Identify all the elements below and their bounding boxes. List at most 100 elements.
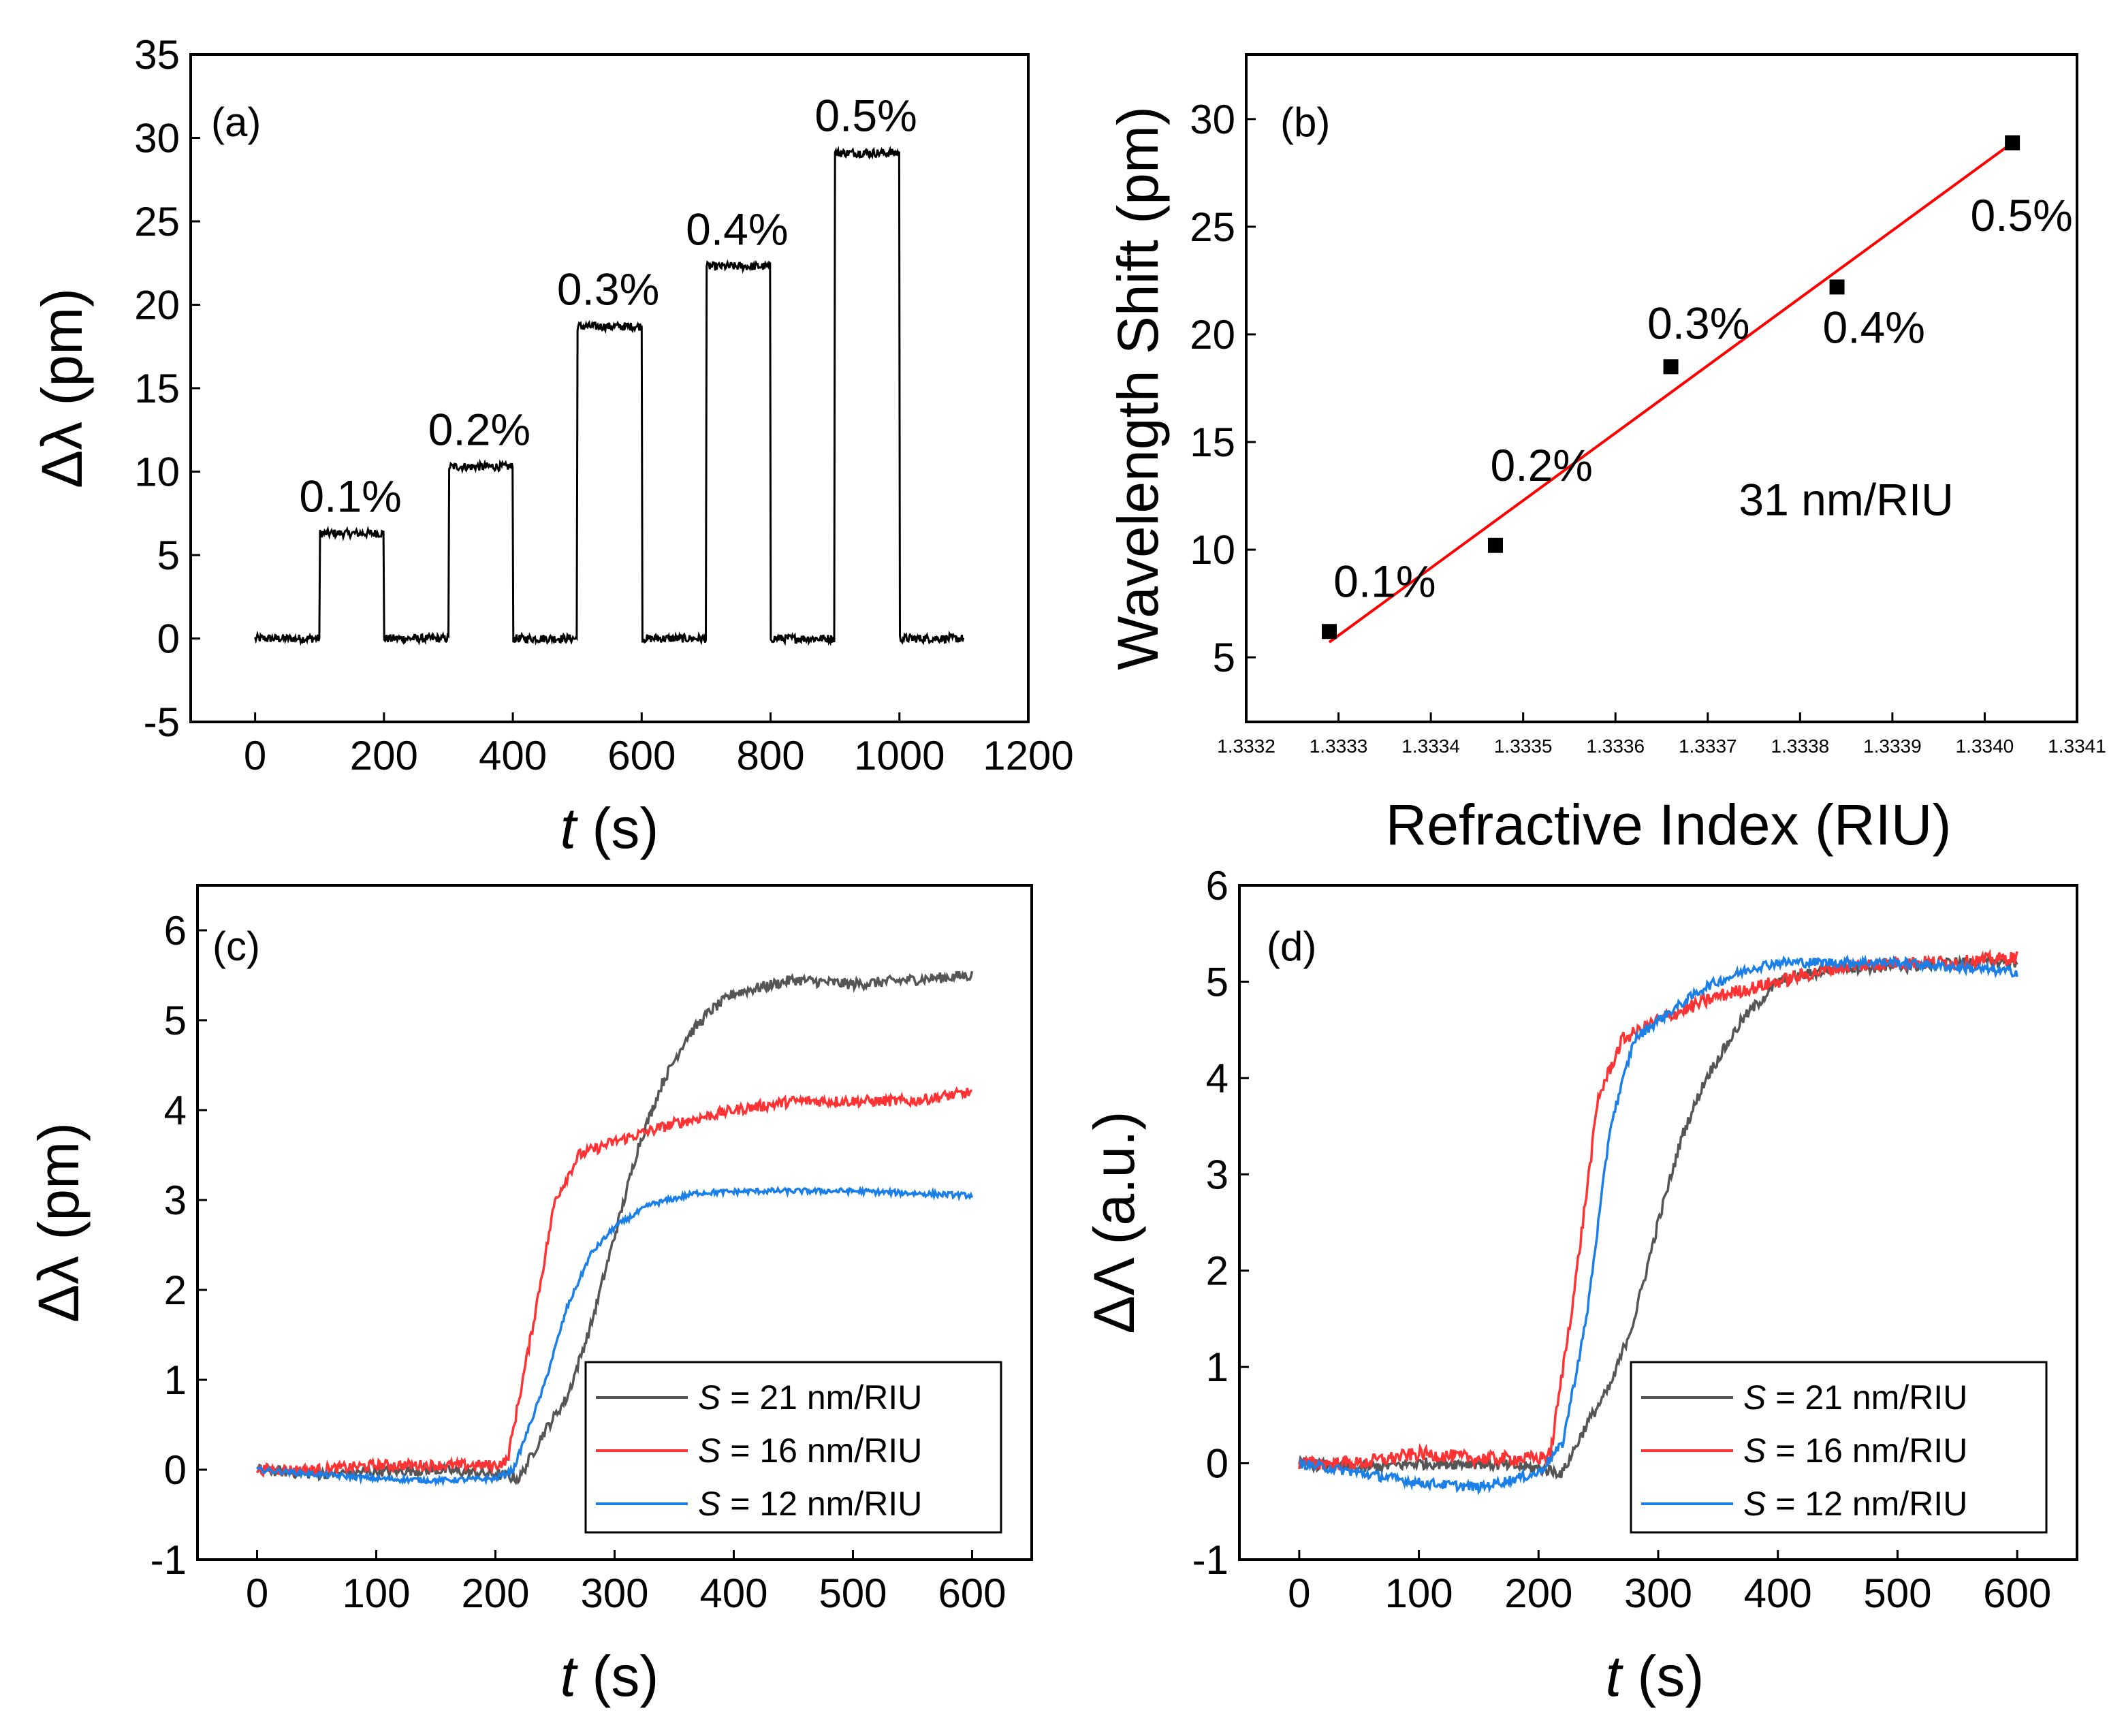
xtick-label: 200	[461, 1571, 529, 1616]
ytick-label: 2	[164, 1267, 187, 1313]
panel-d-label: (d)	[1267, 924, 1316, 969]
data-point	[1322, 624, 1337, 640]
xtick-label: 1200	[983, 733, 1073, 778]
series-line-2	[1299, 953, 2018, 1496]
ytick-label: 20	[134, 283, 180, 328]
panel-d-xlabel: t (s)	[1606, 1644, 1705, 1708]
linear-fit-line	[1328, 141, 2014, 644]
ytick-label: 2	[1206, 1248, 1229, 1294]
ytick-label: 6	[1206, 863, 1229, 909]
ytick-label: 35	[134, 32, 180, 78]
panel-a-xlabel: t (s)	[560, 796, 659, 860]
ytick-label: 0	[164, 1447, 187, 1493]
legend-entry: S = 12 nm/RIU	[698, 1485, 922, 1523]
xtick-label: 0	[246, 1571, 268, 1616]
annotation-label: 0.1%	[299, 471, 401, 521]
xtick-label: 300	[1624, 1571, 1692, 1616]
annotation-label: 0.5%	[1970, 190, 2072, 240]
xtick-label: 400	[1744, 1571, 1812, 1616]
ytick-label: -1	[150, 1537, 187, 1583]
ytick-label: 4	[1206, 1056, 1229, 1101]
ytick-label: 5	[157, 533, 180, 578]
xtick-label: 600	[938, 1571, 1006, 1616]
xtick-label: 1.3338	[1771, 736, 1830, 757]
ytick-label: 15	[134, 366, 180, 411]
legend-entry: S = 21 nm/RIU	[1743, 1378, 1967, 1417]
xtick-label: 1000	[854, 733, 945, 778]
annotation-label: 0.3%	[557, 264, 659, 315]
xtick-label: 400	[699, 1571, 767, 1616]
xtick-label: 1.3336	[1586, 736, 1645, 757]
panel-b-ylabel: Wavelength Shift (pm)	[1106, 106, 1170, 670]
series-line-2	[256, 1185, 974, 1487]
data-point	[1829, 279, 1845, 295]
ytick-label: 10	[134, 449, 180, 495]
ytick-label: 5	[1213, 635, 1235, 680]
panel-a: 0 200 400 600 800 1000 1200 -5 0 5 10 15 20 25 30 35 (a…	[30, 32, 1074, 860]
xtick-label: 0	[1288, 1571, 1310, 1616]
panel-c: 0 100 200 300 400 500 600 -1 0 1 2 3 4 5 6 (c) S = 21 …	[27, 884, 1033, 1708]
annotation-label: 0.1%	[1333, 556, 1436, 607]
ytick-label: 3	[164, 1178, 187, 1223]
panel-b-xlabel: Refractive Index (RIU)	[1386, 793, 1952, 857]
xtick-label: 600	[607, 733, 676, 778]
ytick-label: 1	[164, 1357, 187, 1403]
xtick-label: 1.3333	[1310, 736, 1368, 757]
ytick-label: 30	[134, 116, 180, 161]
panel-b: 1.3332 1.3333 1.3334 1.3335 1.3336 1.3337 1.33…	[1106, 53, 2106, 857]
xtick-label: 500	[1863, 1571, 1931, 1616]
xtick-label: 1.3335	[1494, 736, 1553, 757]
panel-c-ylabel: Δλ (pm)	[27, 1122, 91, 1323]
xtick-label: 200	[1504, 1571, 1572, 1616]
xtick-label: 300	[580, 1571, 648, 1616]
panel-a-ylabel: Δλ (pm)	[30, 288, 94, 488]
ytick-label: 0	[157, 616, 180, 662]
panel-c-label: (c)	[212, 924, 260, 969]
ytick-label: -1	[1192, 1537, 1229, 1583]
ytick-label: 10	[1190, 527, 1235, 573]
annotation-label: 0.3%	[1647, 298, 1749, 348]
annotation-label: 0.4%	[1823, 302, 1925, 353]
ytick-label: 1	[1206, 1344, 1229, 1390]
xtick-label: 1.3334	[1401, 736, 1460, 757]
ytick-label: 15	[1190, 420, 1235, 465]
ytick-label: 25	[134, 199, 180, 244]
ytick-label: 4	[164, 1088, 187, 1133]
panel-a-label: (a)	[211, 99, 261, 145]
xtick-label: 1.3341	[2048, 736, 2106, 757]
ytick-label: 3	[1206, 1152, 1229, 1197]
panel-b-label: (b)	[1280, 99, 1330, 145]
xtick-label: 600	[1983, 1571, 2051, 1616]
series-line-0	[256, 970, 974, 1486]
panel-b-frame	[1245, 53, 2078, 723]
ytick-label: 5	[164, 998, 187, 1043]
data-point	[1488, 537, 1503, 553]
annotation-label: 0.2%	[1491, 440, 1593, 490]
ytick-label: 0	[1206, 1441, 1229, 1487]
xtick-label: 1.3339	[1863, 736, 1922, 757]
xtick-label: 100	[342, 1571, 410, 1616]
legend-entry: S = 12 nm/RIU	[1743, 1485, 1967, 1523]
ytick-label: 20	[1190, 312, 1235, 358]
annotation-label: 31 nm/RIU	[1739, 475, 1953, 525]
xtick-label: 100	[1385, 1571, 1453, 1616]
ytick-label: 6	[164, 908, 187, 953]
legend-entry: S = 16 nm/RIU	[698, 1432, 922, 1470]
panel-d-ylabel: ΔΛ (a.u.)	[1082, 1111, 1146, 1334]
xtick-label: 200	[350, 733, 418, 778]
series-step-response	[254, 146, 965, 646]
legend-entry: S = 21 nm/RIU	[698, 1378, 922, 1417]
xtick-label: 500	[819, 1571, 887, 1616]
data-point	[1663, 359, 1679, 375]
annotation-label: 0.2%	[428, 404, 530, 454]
xtick-label: 1.3332	[1217, 736, 1275, 757]
xtick-label: 1.3340	[1956, 736, 2014, 757]
ytick-label: 25	[1190, 204, 1235, 250]
annotation-label: 0.5%	[814, 91, 917, 141]
series-line-1	[255, 1086, 972, 1479]
panel-d: 0 100 200 300 400 500 600 -1 0 1 2 3 4 5 6 (d) S = 21 …	[1082, 863, 2078, 1708]
ytick-label: 30	[1190, 97, 1235, 142]
xtick-label: 1.3337	[1679, 736, 1737, 757]
xtick-label: 800	[736, 733, 804, 778]
